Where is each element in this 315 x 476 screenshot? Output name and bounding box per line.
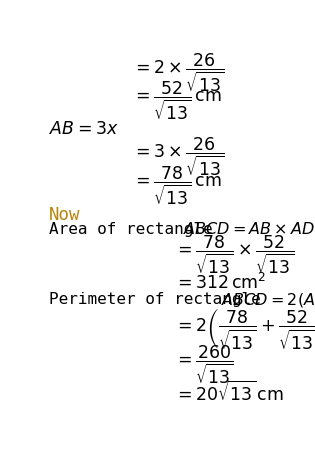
Text: $= 3 \times \dfrac{26}{\sqrt{13}}$: $= 3 \times \dfrac{26}{\sqrt{13}}$ bbox=[132, 136, 225, 178]
Text: $= \dfrac{78}{\sqrt{13}}\,\rm{cm}$: $= \dfrac{78}{\sqrt{13}}\,\rm{cm}$ bbox=[132, 165, 222, 208]
Text: $ABCD = 2\left(AB + AD\right)$: $ABCD = 2\left(AB + AD\right)$ bbox=[221, 291, 315, 309]
Text: Now: Now bbox=[49, 206, 81, 224]
Text: $AB = 3x$: $AB = 3x$ bbox=[49, 120, 119, 139]
Text: Perimeter of rectangle: Perimeter of rectangle bbox=[49, 292, 271, 307]
Text: $= 2\left(\dfrac{78}{\sqrt{13}} + \dfrac{52}{\sqrt{13}}\right)$: $= 2\left(\dfrac{78}{\sqrt{13}} + \dfrac… bbox=[174, 307, 315, 352]
Text: $= \dfrac{52}{\sqrt{13}}\,\rm{cm}$: $= \dfrac{52}{\sqrt{13}}\,\rm{cm}$ bbox=[132, 80, 222, 122]
Text: $= 312\,\rm{cm}^2$: $= 312\,\rm{cm}^2$ bbox=[174, 272, 266, 293]
Text: $= \dfrac{260}{\sqrt{13}}$: $= \dfrac{260}{\sqrt{13}}$ bbox=[174, 344, 234, 386]
Text: $= 2 \times \dfrac{26}{\sqrt{13}}$: $= 2 \times \dfrac{26}{\sqrt{13}}$ bbox=[132, 51, 225, 94]
Text: $ABCD = AB \times AD$: $ABCD = AB \times AD$ bbox=[183, 221, 315, 238]
Text: $= 20\sqrt{13}\,\rm{cm}$: $= 20\sqrt{13}\,\rm{cm}$ bbox=[174, 380, 284, 405]
Text: $= \dfrac{78}{\sqrt{13}} \times \dfrac{52}{\sqrt{13}}$: $= \dfrac{78}{\sqrt{13}} \times \dfrac{5… bbox=[174, 233, 294, 276]
Text: Area of rectangle: Area of rectangle bbox=[49, 222, 222, 237]
